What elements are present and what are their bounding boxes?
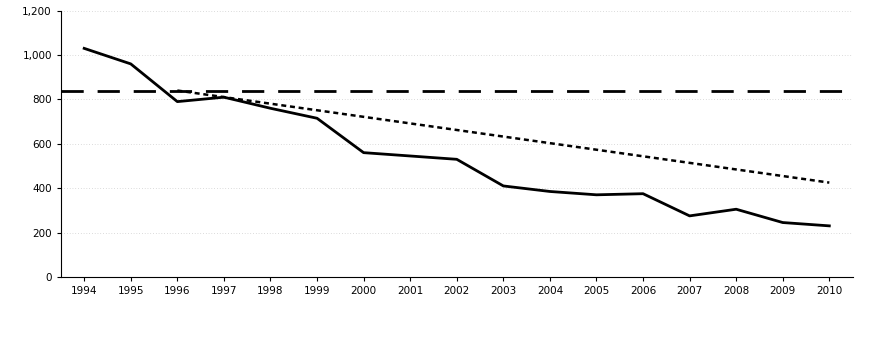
Child KSI casualties [823,224,833,228]
Child KSI casualties [684,214,694,218]
Child KSI casualties [125,62,136,66]
Child KSI casualties [777,220,787,225]
Child KSI casualties [311,116,322,120]
Child KSI casualties [79,46,90,50]
Child KSI casualties [218,95,229,99]
Child KSI casualties [265,106,275,110]
Child KSI casualties [172,99,182,104]
Child KSI casualties [404,154,415,158]
Child KSI casualties [358,151,368,155]
Child KSI casualties [544,189,554,193]
Child KSI casualties [730,207,740,211]
Child KSI casualties [637,192,647,196]
Child KSI casualties [498,184,508,188]
Line: Child KSI casualties: Child KSI casualties [84,48,828,226]
Child KSI casualties [591,193,601,197]
Child KSI casualties [451,157,461,162]
